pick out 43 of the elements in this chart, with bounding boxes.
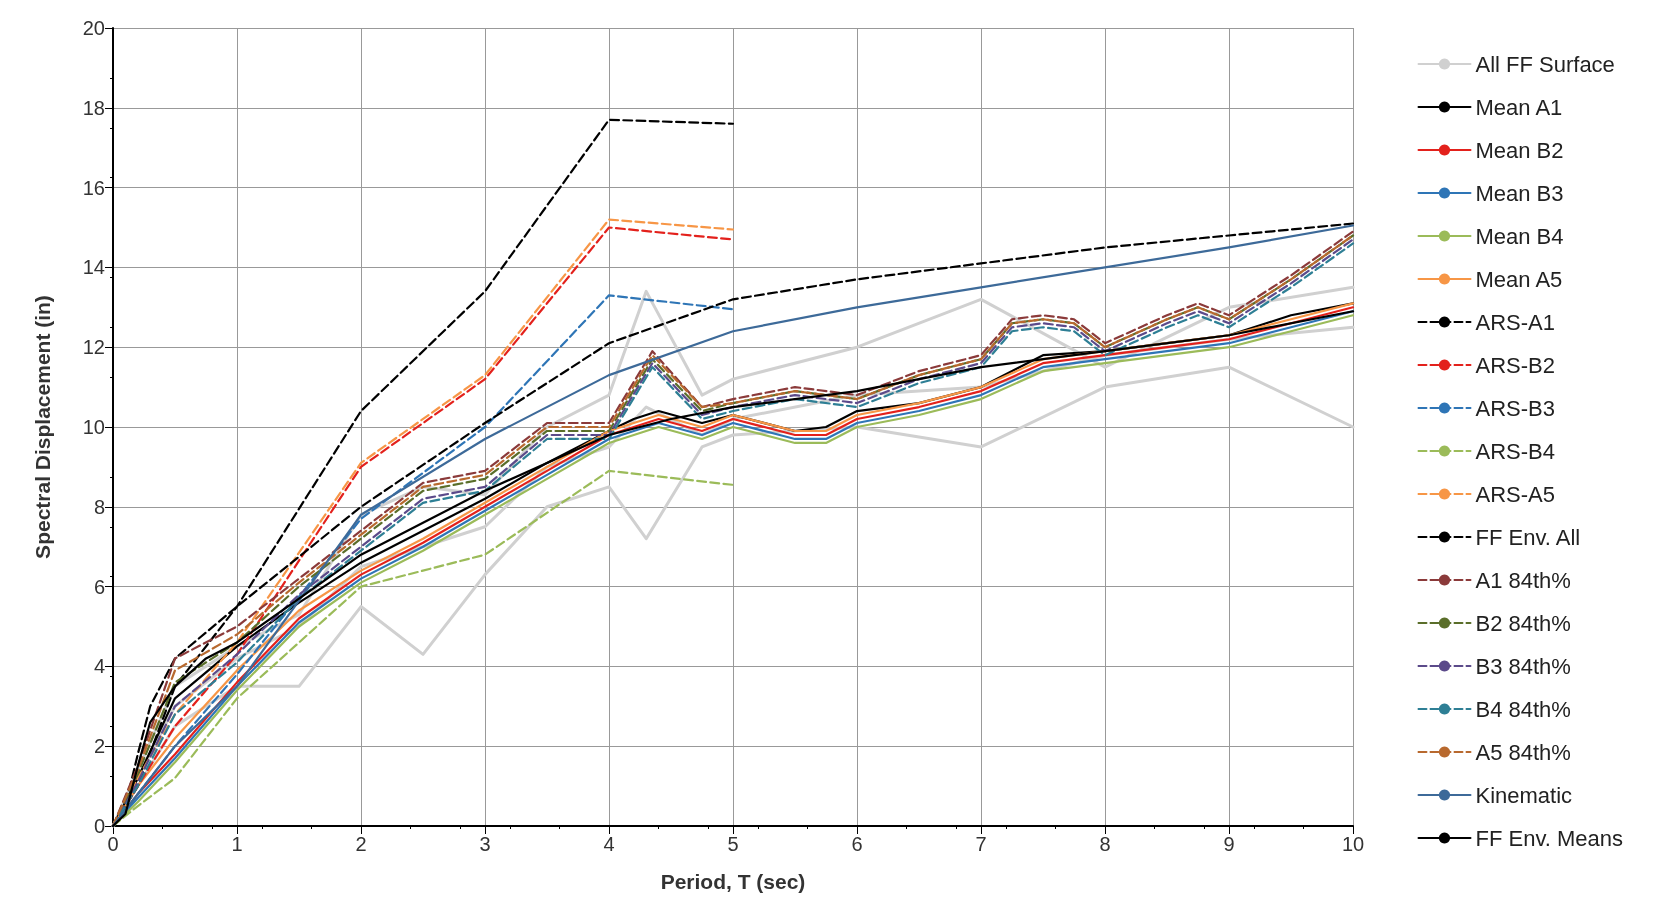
legend-label: FF Env. Means (1475, 825, 1624, 851)
x-tick-label: 5 (727, 833, 739, 855)
legend-label: Kinematic (1475, 782, 1573, 808)
x-tick-label: 4 (603, 833, 615, 855)
y-tick-label: 18 (82, 96, 105, 119)
y-tick-label: 0 (93, 815, 105, 837)
x-tick-label: 7 (975, 833, 987, 855)
x-tick-label: 10 (1341, 833, 1365, 855)
legend-label: A5 84th% (1475, 739, 1571, 765)
y-tick-label: 14 (82, 256, 105, 279)
y-tick-label: 10 (82, 416, 105, 438)
x-tick-label: 1 (231, 833, 243, 855)
x-tick-label: 2 (355, 833, 367, 855)
legend-label: B2 84th% (1475, 610, 1571, 636)
legend-label: Mean B3 (1475, 180, 1564, 206)
legend-label: ARS-B2 (1475, 352, 1555, 378)
legend-label: Mean A1 (1475, 94, 1563, 120)
x-tick-label: 9 (1223, 833, 1235, 855)
x-tick-label: 0 (107, 833, 119, 855)
legend-label: ARS-A1 (1475, 309, 1555, 335)
y-axis-title: Spectral Displacement (in) (31, 295, 54, 559)
y-tick-label: 8 (93, 495, 105, 518)
legend-label: Mean A5 (1475, 266, 1563, 292)
x-axis-title: Period, T (sec) (660, 870, 806, 893)
legend-label: FF Env. All (1475, 524, 1581, 550)
legend-label: ARS-B4 (1475, 438, 1555, 464)
x-tick-label: 6 (851, 833, 863, 855)
legend-label: Mean B2 (1475, 137, 1564, 163)
y-tick-label: 16 (82, 176, 105, 199)
legend-label: B3 84th% (1475, 653, 1571, 679)
y-tick-label: 20 (82, 17, 105, 39)
legend-label: A1 84th% (1475, 567, 1571, 593)
legend-label: Mean B4 (1475, 223, 1564, 249)
y-tick-label: 12 (82, 336, 105, 359)
y-tick-label: 6 (93, 575, 105, 598)
legend-label: ARS-B3 (1475, 395, 1555, 421)
x-tick-label: 3 (479, 833, 491, 855)
x-tick-label: 8 (1099, 833, 1111, 855)
y-tick-label: 4 (93, 655, 105, 678)
legend-label: ARS-A5 (1475, 481, 1555, 507)
y-tick-label: 2 (93, 735, 105, 758)
legend-label: B4 84th% (1475, 696, 1571, 722)
legend-label: All FF Surface (1475, 51, 1615, 77)
